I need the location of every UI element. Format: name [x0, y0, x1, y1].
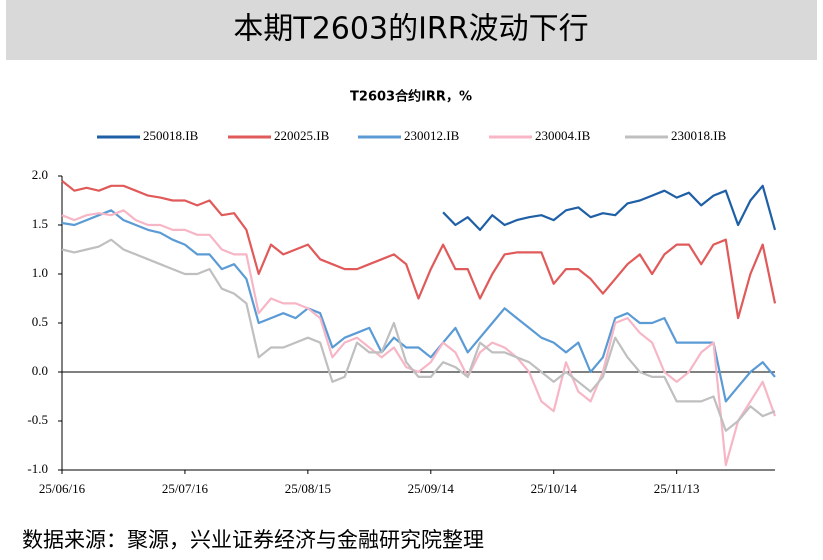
series-line	[61, 238, 776, 432]
series-line	[61, 180, 777, 320]
y-tick-label: 1.5	[32, 216, 48, 231]
series-line	[61, 209, 777, 467]
y-tick-label: 1.0	[32, 265, 48, 280]
y-tick-label: -1.0	[27, 461, 48, 476]
legend-label: 250018.IB	[143, 128, 199, 143]
legend-label: 230012.IB	[404, 128, 460, 143]
x-tick-label: 25/07/16	[162, 481, 209, 496]
page-title: 本期T2603的IRR波动下行	[233, 12, 588, 47]
header-banner	[6, 0, 817, 60]
x-tick-label: 25/08/15	[285, 481, 331, 496]
y-tick-label: -0.5	[27, 412, 48, 427]
series-line	[442, 184, 777, 231]
series-line	[61, 209, 776, 403]
chart-title: T2603合约IRR，%	[350, 89, 472, 105]
x-tick-label: 25/10/14	[531, 481, 578, 496]
x-tick-label: 25/11/13	[654, 481, 700, 496]
legend-label: 230004.IB	[535, 128, 591, 143]
x-tick-label: 25/06/16	[39, 481, 86, 496]
x-tick-label: 25/09/14	[408, 481, 455, 496]
y-tick-label: 2.0	[32, 167, 48, 182]
legend-label: 220025.IB	[274, 128, 330, 143]
y-tick-label: 0.5	[32, 314, 48, 329]
y-tick-label: 0.0	[32, 363, 48, 378]
source-note: 数据来源：聚源，兴业证券经济与金融研究院整理	[22, 528, 484, 552]
legend-label: 230018.IB	[671, 128, 727, 143]
